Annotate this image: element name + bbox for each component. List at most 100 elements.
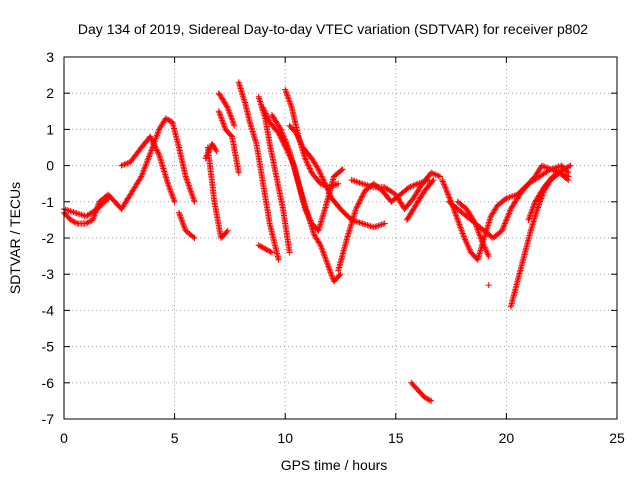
data-point: [503, 217, 510, 224]
data-point: [204, 151, 211, 157]
y-tick-label: -6: [42, 375, 55, 391]
data-point: [435, 172, 442, 179]
data-point: [323, 183, 330, 190]
data-point: [441, 182, 448, 189]
data-point: [257, 243, 263, 249]
data-point: [360, 190, 367, 197]
data-point: [320, 176, 326, 183]
data-point: [440, 180, 447, 186]
data-point: [262, 110, 269, 117]
data-point: [335, 180, 342, 187]
y-tick-label: 1: [46, 121, 54, 137]
data-point: [297, 140, 304, 147]
data-point: [150, 139, 156, 146]
data-point: [191, 235, 198, 241]
data-point: [280, 132, 287, 139]
data-point: [165, 117, 172, 123]
data-point: [223, 229, 230, 235]
data-point: [358, 194, 365, 201]
data-point: [293, 131, 300, 138]
grid-lines: [64, 57, 617, 419]
data-point: [152, 143, 158, 150]
data-point: [485, 251, 491, 258]
data-point: [326, 189, 332, 196]
data-point: [190, 234, 197, 240]
data-point: [262, 245, 269, 252]
data-point: [354, 203, 361, 210]
data-point: [306, 216, 313, 223]
data-point: [296, 137, 303, 144]
y-axis-label: SDTVAR / TECUs: [7, 182, 23, 294]
data-point: [286, 249, 293, 256]
y-tick-label: -3: [42, 266, 55, 282]
data-point: [355, 200, 362, 207]
y-tick-label: -5: [42, 339, 55, 355]
data-point: [430, 177, 437, 184]
data-point: [231, 122, 238, 129]
data-point: [461, 235, 468, 241]
y-tick-label: -2: [42, 230, 55, 246]
data-point: [324, 186, 331, 193]
data-point: [466, 246, 473, 253]
data-point: [224, 227, 231, 234]
data-point: [264, 113, 271, 120]
data-point: [462, 237, 469, 244]
data-point: [281, 135, 288, 142]
data-point: [148, 136, 155, 143]
y-tick-label: -7: [42, 411, 55, 427]
data-point: [286, 146, 292, 153]
x-tick-label: 5: [171, 430, 179, 446]
y-tick-label: 2: [46, 85, 54, 101]
data-point: [316, 240, 323, 247]
data-point: [316, 167, 322, 174]
data-point: [482, 245, 489, 252]
data-point: [465, 243, 472, 250]
data-point: [357, 196, 364, 203]
data-point: [499, 226, 506, 233]
data-point: [566, 163, 573, 170]
x-tick-label: 10: [277, 430, 293, 446]
data-point: [501, 220, 508, 227]
data-point: [268, 249, 275, 256]
data-point: [306, 165, 313, 172]
data-point: [147, 133, 154, 140]
data-point: [171, 198, 178, 205]
data-point: [149, 137, 156, 144]
y-tick-label: 3: [46, 49, 54, 65]
data-point: [191, 198, 198, 205]
data-point: [481, 243, 488, 249]
data-point: [425, 396, 432, 403]
data-point: [479, 240, 486, 247]
data-point: [504, 214, 511, 221]
data-point: [426, 397, 433, 404]
data-point: [339, 166, 346, 173]
data-point: [353, 204, 360, 211]
data-point: [153, 146, 160, 153]
data-point: [406, 184, 413, 191]
data-point: [317, 170, 324, 177]
data-point: [560, 166, 567, 173]
data-point: [105, 195, 112, 202]
data-point: [295, 134, 302, 141]
data-point: [356, 199, 363, 206]
chart-title: Day 134 of 2019, Sidereal Day-to-day VTE…: [78, 21, 588, 37]
data-point: [277, 125, 283, 132]
data-point: [263, 246, 270, 253]
data-point: [302, 155, 309, 162]
data-point: [327, 192, 334, 199]
data-point: [564, 164, 571, 170]
data-point: [428, 397, 435, 404]
data-point: [302, 207, 309, 214]
data-point: [72, 219, 79, 226]
data-point: [235, 169, 242, 176]
data-point: [442, 185, 449, 192]
data-point: [277, 126, 284, 133]
data-points: [61, 79, 574, 404]
data-point: [261, 107, 268, 114]
data-point: [444, 188, 450, 195]
data-point: [258, 243, 265, 250]
x-tick-label: 15: [388, 430, 404, 446]
data-point: [304, 161, 311, 168]
data-point: [322, 180, 328, 187]
